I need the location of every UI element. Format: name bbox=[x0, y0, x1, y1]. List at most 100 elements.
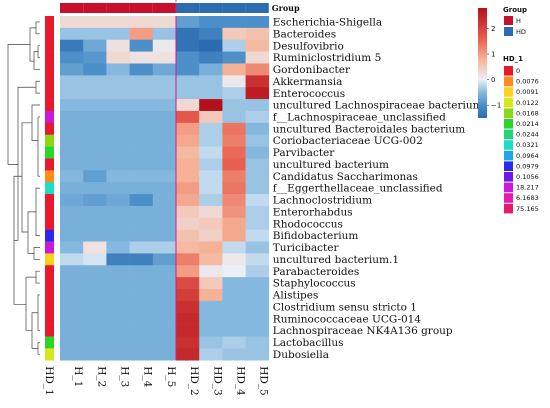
heatmap-cell bbox=[83, 312, 107, 325]
heatmap-cell bbox=[83, 229, 107, 242]
heatmap-cell bbox=[83, 87, 107, 100]
heatmap-cell bbox=[245, 87, 270, 100]
heatmap-cell bbox=[245, 75, 270, 88]
heatmap-cell bbox=[129, 265, 154, 278]
row-label: Ruminiclostridium 5 bbox=[273, 52, 381, 64]
heatmap-cell bbox=[199, 312, 223, 325]
heatmap-cell bbox=[129, 324, 154, 337]
row-annotation-axis-label: HD_1 bbox=[43, 366, 55, 396]
heatmap-cell bbox=[245, 312, 270, 325]
column-label: HD_2 bbox=[188, 366, 200, 396]
heatmap-cell bbox=[106, 134, 130, 147]
heatmap-cells bbox=[60, 3, 270, 361]
row-annotation-cell bbox=[45, 229, 54, 242]
heatmap-cell bbox=[199, 16, 223, 29]
legend-swatch bbox=[504, 203, 513, 214]
heatmap-cell bbox=[106, 265, 130, 278]
row-label: Lactobacillus bbox=[273, 337, 344, 349]
heatmap-cell bbox=[222, 158, 246, 171]
row-label: Lachnoclostridium bbox=[273, 195, 372, 207]
heatmap-cell bbox=[83, 182, 107, 195]
row-dendrogram-link bbox=[29, 27, 36, 62]
legend-swatch bbox=[504, 16, 513, 25]
row-dendrogram bbox=[7, 21, 40, 355]
heatmap-cell bbox=[129, 289, 154, 302]
heatmap-cell bbox=[176, 16, 200, 29]
legend-label: 6.1683 bbox=[516, 194, 539, 202]
row-dendrogram-link bbox=[35, 270, 40, 284]
heatmap-cell bbox=[199, 241, 223, 254]
heatmap-cell bbox=[222, 27, 246, 41]
heatmap-cell bbox=[152, 253, 177, 266]
heatmap-cell bbox=[60, 253, 84, 266]
heatmap-cell bbox=[60, 16, 84, 29]
legend-swatch bbox=[504, 193, 513, 203]
heatmap-cell bbox=[176, 146, 200, 159]
row-annotation-cell bbox=[45, 87, 54, 100]
legend-label: 0.0122 bbox=[516, 99, 539, 107]
group-annotation-label: Group bbox=[272, 3, 300, 13]
heatmap-cell bbox=[222, 87, 246, 100]
heatmap-cell bbox=[199, 87, 223, 100]
legend-swatch bbox=[504, 87, 513, 97]
legend-swatch bbox=[504, 108, 513, 118]
row-dendrogram-link bbox=[7, 44, 30, 165]
row-annotation-cell bbox=[45, 300, 54, 314]
heatmap-cell bbox=[176, 229, 200, 242]
row-dendrogram-link bbox=[31, 312, 38, 349]
heatmap-cell bbox=[222, 63, 246, 76]
heatmap-cell bbox=[106, 241, 130, 254]
heatmap-cell bbox=[129, 87, 154, 100]
heatmap-cell bbox=[245, 229, 270, 242]
heatmap-cell bbox=[199, 182, 223, 195]
column-label: H_1 bbox=[72, 366, 84, 387]
legend-swatch bbox=[504, 161, 513, 171]
legend-label: 18.217 bbox=[516, 184, 539, 192]
row-label: Parabacteroides bbox=[273, 266, 359, 278]
heatmap-cell bbox=[152, 300, 177, 314]
heatmap-cell bbox=[83, 277, 107, 290]
heatmap-cell bbox=[106, 277, 130, 290]
heatmap-cell bbox=[106, 336, 130, 349]
heatmap-cell bbox=[60, 158, 84, 171]
heatmap-cell bbox=[60, 241, 84, 254]
row-dendrogram-link bbox=[35, 80, 40, 94]
row-annotation-cell bbox=[45, 27, 54, 41]
heatmap-cell bbox=[60, 99, 84, 112]
heatmap-cell bbox=[176, 277, 200, 290]
group-legend: Group H HD bbox=[503, 6, 527, 36]
legend-swatch bbox=[504, 76, 513, 87]
heatmap-cell bbox=[245, 146, 270, 159]
heatmap-cell bbox=[129, 110, 154, 124]
heatmap-cell bbox=[176, 63, 200, 76]
heatmap-cell bbox=[129, 229, 154, 242]
group-cell bbox=[245, 3, 269, 13]
row-dendrogram-link bbox=[21, 122, 32, 233]
heatmap-cell bbox=[60, 312, 84, 325]
heatmap-cell bbox=[199, 253, 223, 266]
row-label: Enterococcus bbox=[273, 88, 345, 100]
row-dendrogram-link bbox=[27, 211, 36, 254]
heatmap-cell bbox=[245, 39, 270, 52]
color-scale-bar bbox=[478, 8, 487, 118]
row-label: Escherichia-Shigella bbox=[273, 17, 382, 29]
heatmap-cell bbox=[222, 122, 246, 135]
heatmap-cell bbox=[245, 194, 270, 207]
heatmap-cell bbox=[176, 75, 200, 88]
color-scale-tick-label: −1 bbox=[491, 102, 501, 110]
heatmap-cell bbox=[106, 63, 130, 76]
heatmap-cell bbox=[176, 253, 200, 266]
heatmap-cell bbox=[245, 158, 270, 171]
row-annotation-cell bbox=[45, 134, 54, 147]
heatmap-cell bbox=[129, 312, 154, 325]
heatmap-cell bbox=[83, 300, 107, 314]
heatmap-cell bbox=[60, 134, 84, 147]
legend-label: 0.0076 bbox=[516, 78, 539, 86]
legend-label: 0.0168 bbox=[516, 109, 539, 117]
heatmap-cell bbox=[245, 217, 270, 230]
heatmap-cell bbox=[83, 253, 107, 266]
legend-swatch bbox=[504, 140, 513, 150]
heatmap-cell bbox=[106, 229, 130, 242]
heatmap-cell bbox=[222, 75, 246, 88]
heatmap-cell bbox=[199, 324, 223, 337]
